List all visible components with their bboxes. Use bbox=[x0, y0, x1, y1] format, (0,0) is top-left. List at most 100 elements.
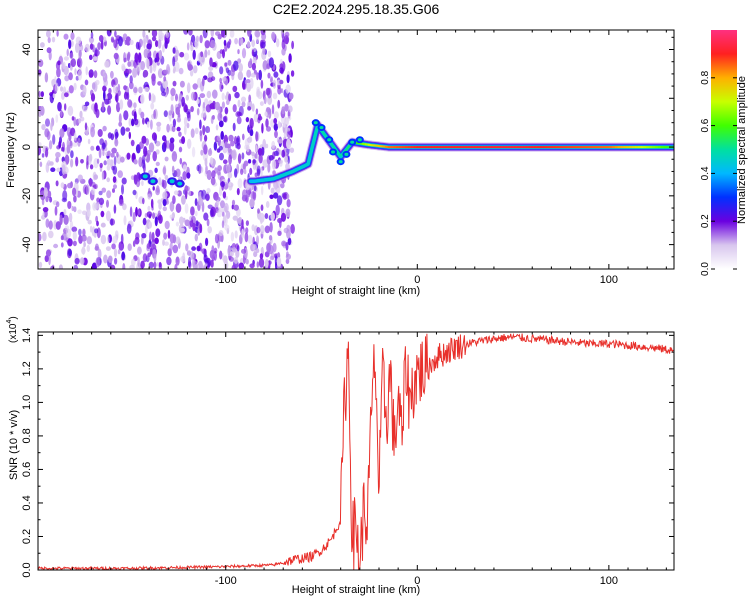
noise-speckle bbox=[259, 101, 264, 106]
noise-speckle bbox=[289, 147, 295, 153]
noise-speckle bbox=[108, 255, 113, 263]
noise-speckle bbox=[75, 186, 79, 198]
noise-speckle bbox=[150, 102, 155, 110]
noise-speckle bbox=[67, 182, 73, 189]
noise-speckle bbox=[140, 236, 144, 245]
noise-speckle bbox=[188, 30, 193, 36]
noise-speckle bbox=[190, 91, 196, 101]
noise-speckle bbox=[106, 177, 110, 183]
noise-speckle bbox=[241, 152, 245, 160]
noise-speckle bbox=[249, 198, 255, 208]
noise-speckle bbox=[192, 222, 196, 232]
noise-speckle bbox=[181, 195, 186, 205]
noise-speckle bbox=[270, 250, 275, 260]
noise-speckle bbox=[217, 112, 223, 122]
noise-speckle bbox=[115, 86, 118, 93]
noise-speckle bbox=[221, 101, 225, 109]
noise-speckle bbox=[228, 134, 234, 142]
noise-speckle bbox=[126, 152, 131, 160]
noise-speckle bbox=[281, 106, 286, 115]
noise-speckle bbox=[273, 71, 279, 78]
noise-speckle bbox=[158, 214, 163, 224]
noise-speckle bbox=[204, 98, 209, 106]
noise-speckle bbox=[126, 68, 132, 74]
snr-multiplier: (x104) bbox=[6, 316, 19, 343]
noise-speckle bbox=[183, 124, 187, 135]
noise-speckle bbox=[60, 86, 64, 92]
noise-speckle bbox=[186, 250, 192, 256]
noise-speckle bbox=[70, 150, 74, 159]
noise-speckle bbox=[268, 57, 274, 68]
noise-speckle bbox=[237, 216, 243, 226]
noise-speckle bbox=[105, 210, 111, 222]
noise-speckle bbox=[227, 172, 233, 179]
noise-speckle bbox=[106, 199, 109, 208]
noise-speckle bbox=[204, 49, 208, 58]
noise-speckle bbox=[256, 165, 261, 175]
noise-speckle bbox=[77, 69, 83, 81]
snr-ytick-label: 1.0 bbox=[21, 395, 33, 410]
noise-speckle bbox=[273, 192, 279, 199]
noise-speckle bbox=[135, 206, 138, 217]
noise-speckle bbox=[55, 156, 59, 163]
noise-speckle bbox=[127, 99, 133, 108]
noise-speckle bbox=[167, 229, 171, 239]
noise-speckle bbox=[70, 58, 77, 68]
noise-speckle bbox=[261, 185, 264, 196]
noise-speckle bbox=[78, 44, 84, 52]
noise-speckle bbox=[264, 213, 269, 219]
noise-speckle bbox=[149, 247, 153, 255]
noise-speckle bbox=[204, 157, 208, 167]
noise-speckle bbox=[235, 243, 239, 250]
noise-speckle bbox=[38, 145, 42, 156]
noise-speckle bbox=[67, 201, 72, 209]
noise-speckle bbox=[89, 225, 93, 233]
noise-speckle bbox=[112, 176, 117, 183]
noise-speckle bbox=[243, 169, 247, 175]
signal-blob-core bbox=[142, 174, 148, 179]
noise-speckle bbox=[162, 179, 167, 189]
noise-speckle bbox=[191, 34, 196, 43]
noise-speckle bbox=[252, 244, 257, 252]
noise-speckle bbox=[131, 258, 136, 267]
noise-speckle bbox=[57, 101, 62, 112]
noise-speckle bbox=[99, 162, 103, 169]
noise-speckle bbox=[111, 147, 117, 154]
noise-speckle bbox=[248, 60, 252, 68]
noise-speckle bbox=[210, 39, 216, 49]
noise-speckle bbox=[97, 42, 101, 50]
noise-speckle bbox=[287, 116, 292, 121]
noise-speckle bbox=[163, 76, 167, 82]
noise-speckle bbox=[169, 141, 175, 152]
noise-speckle bbox=[175, 221, 179, 227]
noise-speckle bbox=[166, 256, 172, 266]
noise-speckle bbox=[255, 248, 260, 254]
noise-speckle bbox=[104, 98, 110, 105]
noise-speckle bbox=[222, 211, 225, 217]
noise-speckle bbox=[147, 205, 151, 211]
signal-spur-core bbox=[331, 150, 336, 154]
noise-speckle bbox=[81, 104, 85, 111]
noise-speckle bbox=[77, 118, 82, 124]
snr-multiplier-exponent: 4 bbox=[6, 320, 13, 324]
noise-speckle bbox=[61, 164, 66, 176]
noise-speckle bbox=[273, 118, 278, 124]
signal-blob-core bbox=[150, 179, 156, 184]
noise-speckle bbox=[271, 104, 275, 115]
noise-speckle bbox=[134, 52, 139, 63]
noise-speckle bbox=[152, 212, 155, 220]
noise-speckle bbox=[284, 103, 289, 112]
noise-speckle bbox=[55, 151, 61, 158]
noise-speckle bbox=[103, 160, 107, 166]
noise-speckle bbox=[235, 249, 240, 258]
noise-speckle bbox=[248, 159, 252, 164]
noise-speckle bbox=[129, 75, 133, 84]
noise-speckle bbox=[127, 243, 132, 251]
noise-speckle bbox=[38, 142, 42, 147]
noise-speckle bbox=[262, 159, 269, 168]
noise-speckle bbox=[123, 110, 129, 121]
noise-speckle bbox=[201, 77, 205, 87]
snr-multiplier-base: (x10 bbox=[8, 323, 19, 343]
noise-speckle bbox=[290, 223, 295, 234]
noise-speckle bbox=[277, 139, 283, 144]
